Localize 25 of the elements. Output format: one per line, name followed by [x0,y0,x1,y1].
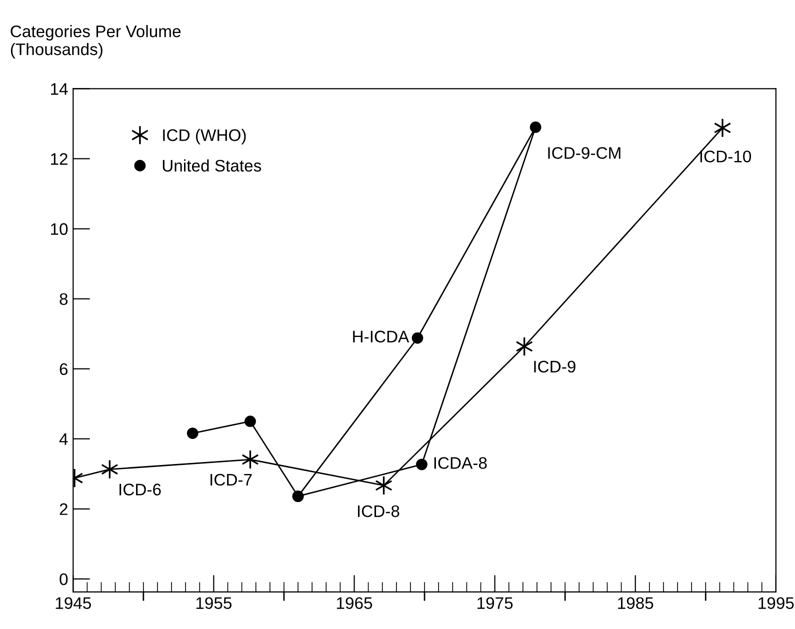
annotation: ICD-9 [534,360,576,373]
y-tick-label: 14 [51,83,68,95]
x-tick-label: 1965 [336,597,372,609]
annotation: ICDA-8 [434,457,487,469]
x-tick-label: 1985 [618,597,654,609]
annotation: ICD-10 [700,150,752,162]
y-tick-label: 6 [60,363,68,376]
annotation: H-ICDA [353,330,410,342]
legend-label: ICD (WHO) [163,128,246,144]
x-tick-label: 1955 [196,597,232,609]
legend-label: United States [162,159,262,172]
x-tick-label: 1975 [478,597,513,609]
y-tick-label: 8 [60,293,68,305]
y-tick-label: 4 [59,433,68,445]
y-tick-label: 2 [60,503,68,515]
annotation: ICD-7 [210,474,252,486]
y-tick-label: 12 [51,153,68,165]
annotation: ICD-9-CM [548,147,620,159]
annotation: ICD-6 [120,484,161,496]
y-axis-title: Categories Per Volume (Thousands) [10,25,181,58]
y-tick-label: 10 [51,223,68,235]
annotation: ICD-8 [358,505,400,518]
y-tick-label: 0 [60,573,68,586]
x-tick-label: 1995 [758,597,794,609]
x-tick-label: 1945 [56,597,91,609]
